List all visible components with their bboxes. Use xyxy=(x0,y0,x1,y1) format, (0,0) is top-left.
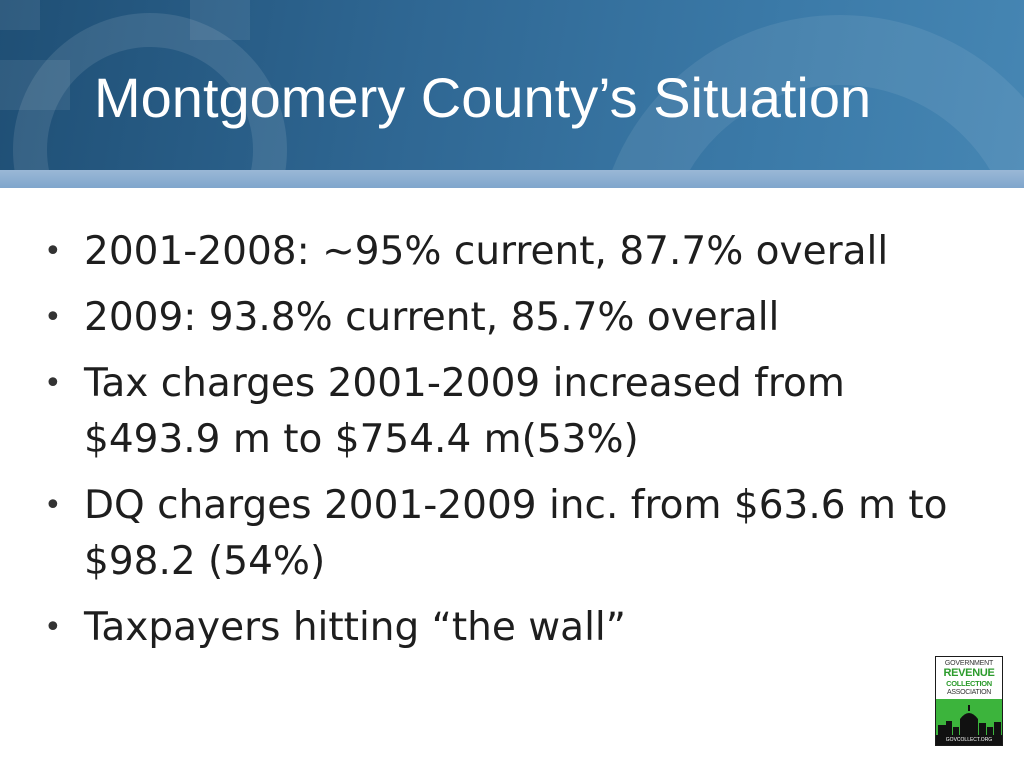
bullet-text: DQ charges 2001-2009 inc. from $63.6 m t… xyxy=(84,483,948,584)
bullet-item: • 2009: 93.8% current, 85.7% overall xyxy=(44,290,984,346)
logo-line-government: GOVERNMENT xyxy=(944,660,994,667)
slide-header: Montgomery County’s Situation xyxy=(0,0,1024,172)
logo-url: GOVCOLLECT.ORG xyxy=(936,735,1002,745)
grca-logo: GOVERNMENT REVENUE COLLECTION ASSOCIATIO… xyxy=(935,656,1003,746)
bullet-text: 2009: 93.8% current, 85.7% overall xyxy=(84,295,780,340)
slide-title: Montgomery County’s Situation xyxy=(94,66,872,129)
bullet-list: • 2001-2008: ~95% current, 87.7% overall… xyxy=(44,224,984,666)
bullet-item: • Taxpayers hitting “the wall” xyxy=(44,600,984,656)
bullet-icon: • xyxy=(44,234,62,269)
bullet-item: • 2001-2008: ~95% current, 87.7% overall xyxy=(44,224,984,280)
bullet-icon: • xyxy=(44,366,62,401)
logo-line-association: ASSOCIATION xyxy=(946,689,992,696)
bullet-text: Tax charges 2001-2009 increased from $49… xyxy=(84,361,845,462)
bullet-item: • DQ charges 2001-2009 inc. from $63.6 m… xyxy=(44,478,984,590)
gear-decoration-icon xyxy=(0,0,1024,172)
logo-line-revenue: REVENUE xyxy=(943,667,995,679)
logo-line-collection: COLLECTION xyxy=(946,679,992,688)
bullet-icon: • xyxy=(44,610,62,645)
bullet-text: Taxpayers hitting “the wall” xyxy=(84,605,626,650)
bullet-icon: • xyxy=(44,488,62,523)
bullet-text: 2001-2008: ~95% current, 87.7% overall xyxy=(84,229,889,274)
logo-skyline-icon xyxy=(936,699,1002,735)
bullet-item: • Tax charges 2001-2009 increased from $… xyxy=(44,356,984,468)
bullet-icon: • xyxy=(44,300,62,335)
header-band xyxy=(0,170,1024,188)
